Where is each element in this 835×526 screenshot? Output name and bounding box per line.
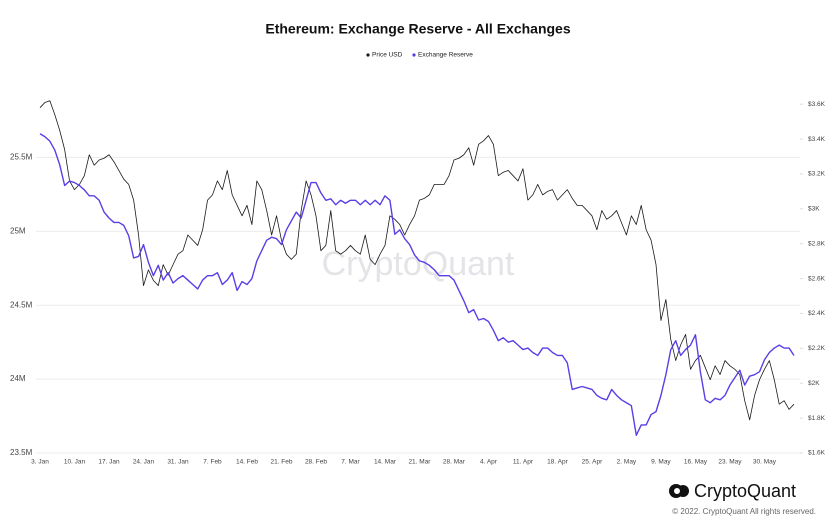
legend-label[interactable]: Price USD: [372, 52, 403, 59]
x-tick-label: 30. May: [753, 459, 777, 466]
y2-tick-label: $2.8K: [808, 240, 826, 247]
legend-marker: [366, 53, 370, 57]
x-tick-label: 25. Apr: [582, 459, 603, 466]
x-tick-label: 21. Mar: [408, 459, 431, 466]
watermark: CryptoQuant: [322, 245, 515, 283]
x-tick-label: 7. Mar: [341, 459, 360, 466]
y2-tick-label: $2.2K: [808, 345, 826, 352]
x-tick-label: 11. Apr: [513, 459, 534, 466]
y-tick-label: 24.5M: [10, 300, 33, 309]
x-tick-label: 2. May: [617, 459, 637, 466]
x-tick-label: 16. May: [684, 459, 708, 466]
y2-tick-label: $1.6K: [808, 450, 826, 457]
series-line: [39, 100, 795, 421]
x-tick-label: 7. Feb: [203, 459, 222, 466]
x-tick-label: 28. Mar: [443, 459, 466, 466]
y2-tick-label: $3K: [808, 206, 820, 213]
y2-tick-label: $3.6K: [808, 101, 826, 108]
y2-tick-label: $3.4K: [808, 136, 826, 143]
x-tick-label: 31. Jan: [167, 459, 189, 466]
y-tick-label: 25.5M: [10, 153, 33, 162]
chart-title: Ethereum: Exchange Reserve - All Exchang…: [265, 21, 570, 37]
footer-copyright: © 2022. CryptoQuant All rights reserved.: [672, 507, 816, 516]
y-tick-label: 24M: [10, 374, 26, 383]
x-tick-label: 3. Jan: [31, 459, 49, 466]
y-tick-label: 23.5M: [10, 448, 33, 457]
x-tick-label: 9. May: [651, 459, 671, 466]
footer-logo: [669, 484, 689, 498]
series-line: [39, 133, 795, 436]
y2-tick-label: $2K: [808, 380, 820, 387]
x-tick-label: 28. Feb: [305, 459, 327, 466]
x-tick-label: 17. Jan: [98, 459, 120, 466]
legend-label[interactable]: Exchange Reserve: [418, 52, 473, 59]
footer-brand: CryptoQuant: [694, 481, 796, 501]
y2-tick-label: $1.8K: [808, 415, 826, 422]
x-tick-label: 23. May: [718, 459, 742, 466]
x-tick-label: 10. Jan: [64, 459, 86, 466]
y-tick-label: 25M: [10, 226, 26, 235]
logo-icon: [674, 488, 680, 494]
x-tick-label: 14. Feb: [236, 459, 258, 466]
y2-tick-label: $2.4K: [808, 310, 826, 317]
x-tick-label: 4. Apr: [480, 459, 498, 466]
y2-tick-label: $3.2K: [808, 171, 826, 178]
x-tick-label: 18. Apr: [547, 459, 568, 466]
y2-tick-label: $2.6K: [808, 275, 826, 282]
x-tick-label: 21. Feb: [270, 459, 292, 466]
logo-icon: [677, 485, 689, 497]
x-tick-label: 24. Jan: [133, 459, 155, 466]
legend-marker: [412, 53, 416, 57]
x-tick-label: 14. Mar: [374, 459, 397, 466]
